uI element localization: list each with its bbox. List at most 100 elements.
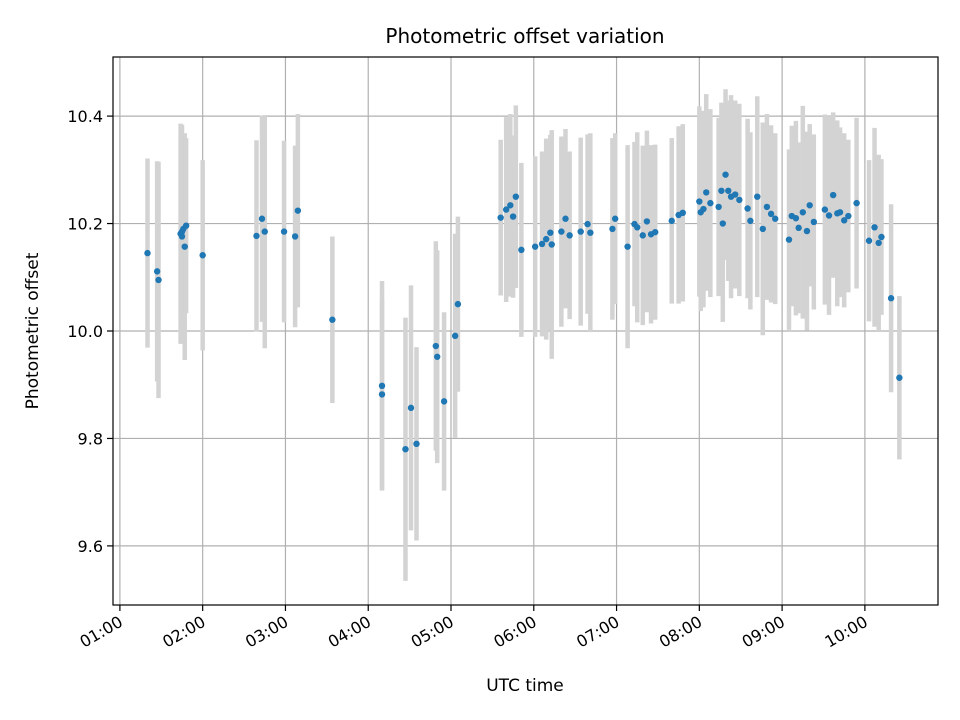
- data-point: [639, 232, 646, 239]
- data-point: [731, 191, 739, 198]
- data-point: [432, 342, 440, 350]
- x-tick-label: 03:00: [242, 612, 291, 652]
- data-point: [878, 233, 885, 241]
- data-point: [821, 206, 829, 213]
- data-point: [258, 215, 266, 222]
- data-point: [538, 240, 546, 248]
- data-point: [253, 232, 260, 240]
- data-point: [840, 217, 848, 224]
- data-point: [624, 243, 631, 250]
- x-tick-label: 06:00: [490, 612, 539, 652]
- data-point: [853, 199, 860, 207]
- chart-title: Photometric offset variation: [385, 24, 664, 48]
- data-point: [587, 229, 594, 236]
- data-point: [875, 239, 882, 247]
- data-point: [643, 218, 651, 225]
- data-point: [707, 199, 714, 207]
- data-point: [518, 246, 525, 254]
- y-tick-label: 10.2: [67, 215, 103, 234]
- data-point: [562, 215, 569, 222]
- data-point: [509, 213, 517, 220]
- data-point: [548, 241, 555, 248]
- data-point: [454, 300, 462, 308]
- data-point: [785, 236, 793, 243]
- data-point: [407, 404, 415, 412]
- data-point: [558, 228, 565, 235]
- data-point: [845, 212, 852, 220]
- data-point: [829, 191, 837, 199]
- data-point: [329, 316, 336, 323]
- data-point: [181, 243, 188, 250]
- data-points: [144, 171, 903, 453]
- y-axis-label: Photometric offset: [23, 252, 43, 409]
- data-point: [507, 202, 514, 209]
- error-bars: [145, 89, 902, 581]
- data-point: [611, 215, 619, 222]
- data-point: [736, 196, 743, 204]
- data-point: [715, 203, 722, 211]
- x-axis-label: UTC time: [486, 676, 564, 696]
- data-point: [153, 268, 161, 275]
- y-tick-label: 9.8: [78, 429, 103, 448]
- data-point: [378, 391, 386, 398]
- data-point: [871, 224, 878, 231]
- data-point: [825, 212, 833, 219]
- data-point: [584, 220, 591, 228]
- data-point: [700, 205, 707, 213]
- data-point: [747, 217, 754, 225]
- y-tick-label: 10.0: [67, 322, 103, 341]
- data-point: [744, 205, 751, 212]
- data-point: [718, 187, 725, 194]
- data-point: [280, 228, 288, 235]
- data-point: [502, 206, 510, 213]
- data-point: [887, 295, 895, 302]
- data-point: [754, 193, 761, 200]
- data-point: [512, 193, 520, 200]
- data-point: [799, 209, 806, 216]
- data-point: [566, 232, 573, 239]
- data-point: [763, 203, 771, 211]
- data-point: [696, 198, 703, 205]
- data-point: [402, 445, 409, 453]
- data-point: [767, 210, 775, 218]
- x-axis: 01:00 02:00 03:00 04:00 05:00 06:00 07:00 08:00…: [76, 605, 871, 652]
- data-point: [547, 229, 554, 236]
- data-point: [634, 224, 641, 231]
- x-tick-label: 07:00: [573, 612, 622, 652]
- x-tick-label: 10:00: [821, 612, 870, 652]
- data-point: [792, 214, 800, 222]
- data-point: [896, 374, 903, 381]
- data-point: [725, 187, 732, 194]
- data-point: [261, 228, 268, 235]
- data-point: [294, 207, 302, 214]
- data-point: [810, 218, 818, 226]
- y-tick-label: 10.4: [67, 107, 103, 126]
- data-point: [772, 215, 779, 222]
- x-tick-label: 04:00: [325, 612, 374, 652]
- data-point: [609, 225, 616, 233]
- data-point: [719, 220, 726, 227]
- data-point: [722, 171, 729, 178]
- data-point: [668, 217, 675, 225]
- x-tick-label: 08:00: [656, 612, 705, 652]
- data-point: [199, 252, 206, 259]
- x-tick-label: 05:00: [408, 612, 457, 652]
- x-tick-label: 09:00: [739, 612, 788, 652]
- data-point: [182, 222, 190, 229]
- y-axis: 9.6 9.8 10.0 10.2 10.4: [67, 107, 113, 556]
- data-point: [803, 227, 811, 235]
- data-point: [531, 243, 539, 250]
- data-point: [155, 276, 162, 284]
- x-tick-label: 02:00: [159, 612, 208, 652]
- data-point: [759, 225, 766, 233]
- data-point: [703, 189, 710, 196]
- y-tick-label: 9.6: [78, 537, 103, 556]
- data-point: [577, 228, 584, 235]
- data-point: [178, 233, 186, 240]
- data-point: [440, 398, 448, 405]
- data-point: [144, 249, 151, 257]
- data-point: [836, 209, 844, 216]
- data-point: [497, 214, 504, 221]
- data-point: [542, 235, 550, 243]
